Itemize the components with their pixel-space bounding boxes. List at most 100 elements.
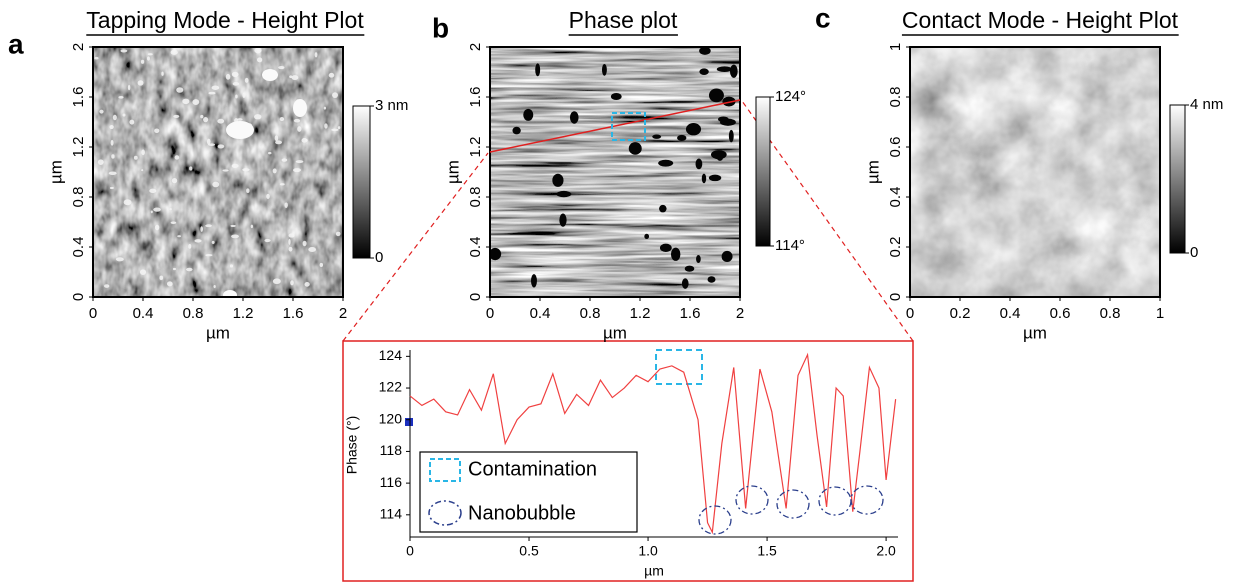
nanobubble-marker (735, 485, 769, 515)
surface-dot (127, 84, 131, 91)
surface-dot (99, 109, 104, 114)
surface-dot (291, 75, 299, 81)
y-tick-label: 0.2 (887, 237, 904, 258)
x-tick-label: 0 (486, 305, 494, 322)
surface-dot (293, 99, 307, 117)
surface-dot (137, 80, 144, 86)
surface-pit (708, 174, 722, 182)
colorbar (352, 105, 371, 259)
x-tick-label: 0.5 (519, 543, 539, 559)
surface-dot (279, 183, 285, 186)
y-tick-label: 0 (887, 293, 904, 301)
phase-line (409, 352, 897, 535)
surface-dot (331, 128, 339, 132)
y-tick-label: 1.2 (467, 137, 484, 158)
surface-dot (272, 278, 281, 285)
y-tick-label: 0.8 (887, 87, 904, 108)
surface-dot (295, 160, 304, 164)
surface-pit (670, 247, 681, 261)
surface-dot (173, 114, 180, 118)
y-tick-label: 0.8 (467, 187, 484, 208)
surface-pit (489, 247, 502, 261)
y-tick-label: 118 (380, 442, 403, 458)
x-tick-label: 0 (89, 305, 97, 322)
surface-dot (109, 186, 114, 190)
surface-dot (108, 171, 117, 176)
colorbar-label: 3 nm (375, 97, 408, 114)
afm-image (490, 47, 740, 297)
surface-dot (182, 98, 190, 105)
surface-dot (174, 155, 180, 160)
surface-dot (115, 257, 124, 262)
y-axis-title: Phase (°) (344, 416, 360, 475)
surface-dot (177, 235, 181, 238)
surface-pit (658, 159, 674, 167)
surface-dot (206, 138, 211, 145)
panel-title: Contact Mode - Height Plot (902, 7, 1179, 33)
surface-dot (110, 139, 114, 146)
x-tick-label: 0.4 (1000, 305, 1021, 322)
surface-dot (139, 269, 147, 275)
surface-dot (319, 262, 324, 267)
x-tick-label: 1.6 (680, 305, 701, 322)
surface-dot (94, 56, 99, 60)
x-tick-label: 2.0 (876, 543, 896, 559)
surface-dot (289, 75, 293, 79)
surface-dot (129, 119, 135, 125)
y-tick-label: 2 (467, 43, 484, 51)
surface-pit (535, 63, 541, 77)
surface-dot (288, 246, 293, 252)
surface-dot (188, 243, 192, 249)
y-tick-label: 1.6 (70, 87, 87, 108)
surface-dot (288, 233, 295, 238)
contamination-box (655, 349, 703, 385)
surface-dot (254, 114, 262, 120)
surface-dot (211, 85, 220, 90)
surface-dot (212, 181, 220, 188)
surface-pit (722, 96, 736, 107)
surface-dot (200, 114, 204, 119)
surface-pit (531, 274, 537, 288)
y-tick-label: 122 (379, 379, 403, 395)
surface-pit (677, 134, 687, 142)
surface-dot (170, 221, 177, 225)
surface-pit (628, 142, 642, 155)
surface-pit (559, 213, 567, 227)
surface-dot (332, 92, 339, 99)
surface-dot (323, 106, 327, 110)
surface-dot (314, 52, 318, 58)
x-tick-label: 1.2 (233, 305, 254, 322)
surface-dot (153, 207, 161, 212)
x-tick-label: 1.2 (630, 305, 651, 322)
y-tick-label: 0.8 (70, 187, 87, 208)
surface-dot (278, 65, 285, 70)
surface-dot (118, 95, 124, 99)
surface-dot (237, 118, 243, 121)
colorbar (755, 96, 771, 247)
legend-label: Nanobubble (468, 502, 576, 524)
panel-label: b (432, 12, 449, 43)
surface-dot (217, 118, 225, 124)
surface-dot (213, 284, 216, 289)
surface-dot (141, 169, 144, 172)
surface-dot (231, 234, 239, 239)
surface-dot (133, 155, 138, 160)
surface-dot (231, 71, 239, 78)
surface-dot (262, 69, 278, 81)
y-tick-label: 2 (70, 43, 87, 51)
surface-dot (229, 264, 234, 268)
surface-dot (246, 188, 250, 194)
colorbar-label: 124° (775, 88, 806, 105)
surface-dot (335, 231, 341, 237)
image-frame (909, 46, 1161, 298)
y-axis-title: µm (443, 160, 462, 184)
surface-dot (308, 246, 317, 253)
surface-dot (205, 254, 213, 257)
y-tick-label: 1.2 (70, 137, 87, 158)
surface-dot (208, 91, 216, 95)
surface-dot (337, 126, 341, 130)
surface-dot (171, 178, 178, 184)
y-tick-label: 0 (467, 293, 484, 301)
surface-pit (707, 276, 716, 283)
surface-dot (254, 47, 262, 54)
